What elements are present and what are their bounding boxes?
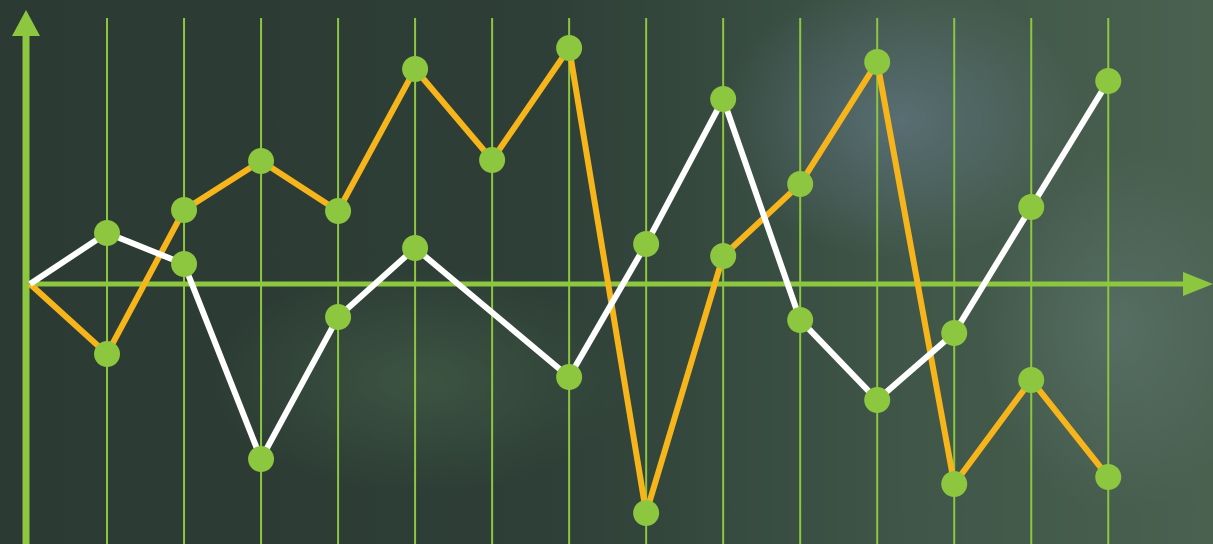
data-point <box>171 197 198 223</box>
x-axis-arrow <box>1183 272 1213 296</box>
data-point <box>710 243 737 269</box>
data-point <box>556 35 583 61</box>
data-point <box>633 231 660 257</box>
data-point <box>402 56 429 82</box>
data-point <box>941 471 968 497</box>
data-point <box>941 320 968 346</box>
data-point <box>710 86 737 112</box>
data-point <box>402 235 429 261</box>
data-point <box>248 148 275 174</box>
data-point <box>325 198 352 224</box>
data-point <box>556 364 583 390</box>
data-point <box>248 446 275 472</box>
data-point <box>325 304 352 330</box>
data-point <box>1095 464 1122 490</box>
y-axis-arrow <box>12 10 40 36</box>
data-point <box>787 171 814 197</box>
data-point <box>94 341 121 367</box>
data-point <box>1018 367 1045 393</box>
data-point <box>171 251 198 277</box>
series-line <box>28 79 1111 467</box>
data-point <box>787 307 814 333</box>
data-point <box>1095 68 1122 94</box>
data-point <box>864 49 891 75</box>
data-point <box>94 220 121 246</box>
data-point <box>633 500 660 526</box>
data-point <box>864 387 891 413</box>
data-point <box>479 147 506 173</box>
data-point <box>1018 194 1045 220</box>
